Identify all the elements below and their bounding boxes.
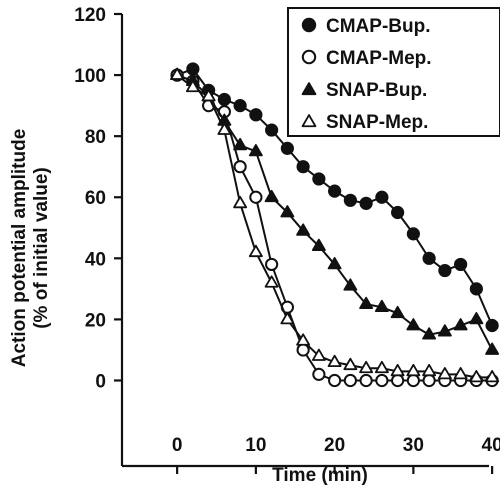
data-point	[391, 373, 405, 388]
data-point	[485, 370, 500, 383]
data-point	[233, 160, 247, 174]
data-point	[343, 357, 358, 371]
y-tick-label: 120	[74, 5, 106, 26]
legend-label: CMAP-Mep.	[326, 48, 432, 69]
x-tick-label: 20	[324, 435, 345, 456]
data-point	[390, 305, 405, 319]
data-point	[249, 108, 263, 122]
data-point	[438, 263, 452, 278]
y-tick-label: 40	[85, 249, 106, 270]
data-point	[469, 282, 483, 296]
legend-marker	[301, 82, 317, 96]
data-point	[217, 122, 232, 135]
data-point	[312, 172, 326, 186]
data-point	[311, 348, 326, 361]
data-point	[327, 354, 342, 368]
data-point	[422, 363, 437, 377]
data-point	[343, 278, 358, 291]
data-point	[296, 223, 311, 236]
y-tick-label: 100	[74, 66, 106, 87]
data-point	[328, 184, 342, 198]
data-point	[327, 257, 342, 270]
data-point	[280, 141, 294, 155]
x-axis-title: Time (min)	[272, 465, 368, 486]
y-tick-label: 60	[85, 188, 106, 209]
data-point	[375, 373, 389, 388]
data-point	[391, 205, 405, 220]
data-point	[265, 123, 279, 137]
y-tick-label: 20	[85, 310, 106, 331]
data-point	[248, 244, 263, 258]
data-point	[312, 367, 326, 381]
data-point	[359, 373, 373, 388]
data-point	[185, 79, 200, 93]
data-point	[264, 275, 279, 288]
data-point	[217, 92, 231, 107]
y-axis-title-line-2: (% of initial value)	[31, 167, 52, 329]
data-point	[485, 342, 500, 355]
legend-marker	[301, 49, 317, 65]
legend-layer: CMAP-Bup. CMAP-Mep. SNAP-Bup. SNAP-Mep.	[287, 7, 500, 137]
data-point	[422, 251, 436, 265]
data-point	[265, 257, 279, 272]
legend-marker	[301, 114, 317, 128]
data-point	[359, 196, 373, 210]
data-point	[201, 89, 216, 102]
data-point	[296, 160, 310, 174]
series-layer	[170, 62, 500, 388]
data-point	[249, 190, 263, 204]
data-point	[280, 312, 295, 325]
data-point	[280, 205, 295, 218]
data-point	[469, 312, 484, 325]
x-tick-label: 40	[482, 435, 500, 456]
data-point	[454, 257, 468, 272]
data-point	[186, 62, 200, 76]
legend-label: CMAP-Bup.	[326, 16, 430, 37]
x-tick-label: 10	[245, 435, 266, 456]
data-point	[311, 238, 326, 251]
data-point	[343, 373, 357, 388]
data-point	[485, 318, 499, 333]
data-point	[422, 373, 436, 388]
data-point	[374, 360, 389, 374]
data-point	[406, 363, 421, 377]
data-point	[359, 296, 374, 310]
data-point	[296, 343, 310, 357]
legend-box	[287, 7, 500, 137]
data-point	[422, 327, 437, 340]
legend-label: SNAP-Bup.	[326, 80, 427, 101]
data-point	[170, 67, 185, 80]
x-tick-label: 30	[403, 435, 424, 456]
legend-label: SNAP-Mep.	[326, 112, 428, 133]
legend-marker	[301, 17, 317, 33]
data-point	[296, 333, 311, 346]
data-point	[453, 367, 468, 380]
data-point	[343, 193, 357, 207]
y-tick-label: 80	[85, 127, 106, 148]
data-point	[233, 137, 248, 151]
data-point	[406, 373, 420, 388]
data-point	[437, 367, 452, 380]
data-point	[406, 318, 421, 331]
data-point	[233, 195, 248, 209]
axes-layer: 0 20 40 60 80 100 120 0 10 20 30 40	[74, 5, 500, 474]
data-point	[437, 324, 452, 337]
data-point	[374, 299, 389, 313]
data-point	[375, 190, 389, 204]
data-point	[469, 370, 484, 383]
data-point	[248, 144, 263, 157]
data-point	[233, 99, 247, 113]
data-point	[264, 189, 279, 203]
y-axis-title-line-1: Action potential amplitude	[9, 129, 30, 368]
data-point	[359, 360, 374, 374]
data-point	[406, 227, 420, 241]
data-point	[390, 363, 405, 377]
data-point	[328, 373, 342, 388]
x-tick-label: 0	[172, 435, 183, 456]
y-tick-label: 0	[95, 371, 106, 392]
data-point	[453, 318, 468, 331]
